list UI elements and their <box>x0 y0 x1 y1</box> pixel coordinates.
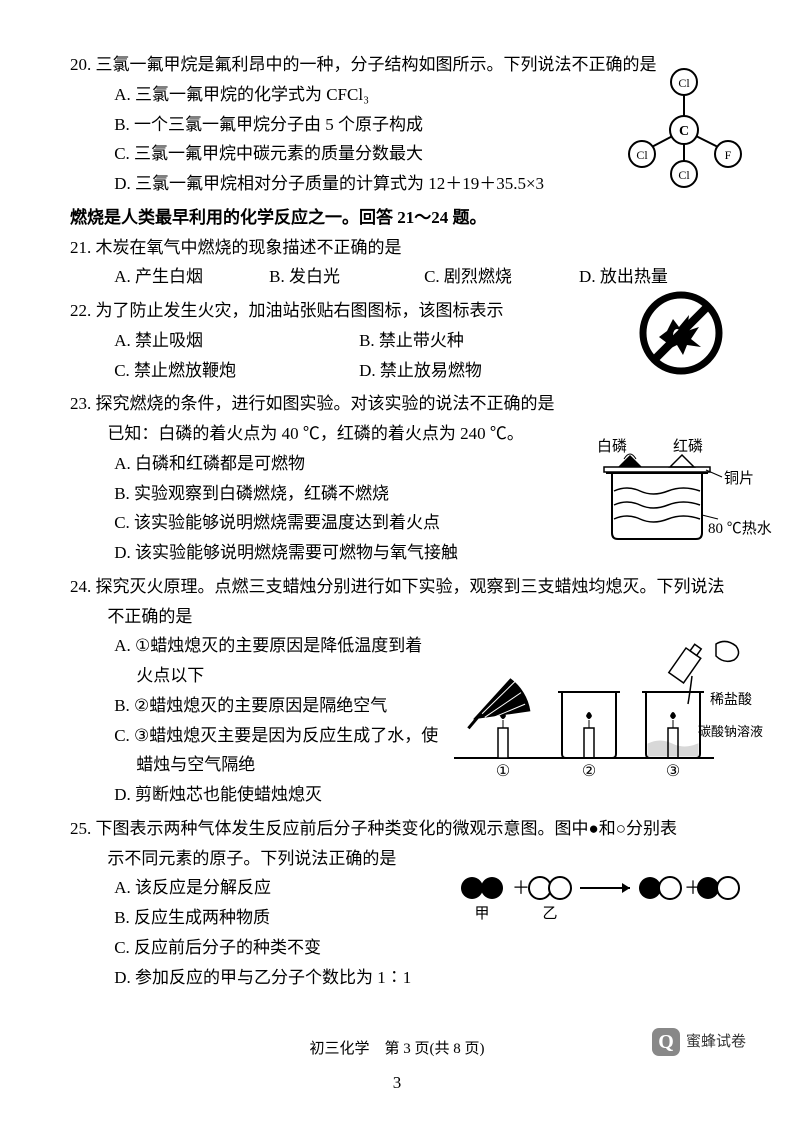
q20-molecule-figure: C Cl Cl Cl F <box>624 68 744 198</box>
q21-opt-d: D. 放出热量 <box>579 262 734 292</box>
q22-opt-b: B. 禁止带火种 <box>359 326 604 356</box>
atom-right: F <box>725 148 732 162</box>
exam-page: 20. 三氯一氟甲烷是氟利昂中的一种，分子结构如图所示。下列说法不正确的是 A.… <box>0 0 794 1124</box>
question-22: 22. 为了防止发生火灾，加油站张贴右图图标，该图标表示 A. 禁止吸烟 B. … <box>70 296 734 385</box>
question-25: 25. 下图表示两种气体发生反应前后分子种类变化的微观示意图。图中●和○分别表 … <box>70 814 734 993</box>
q24-label-soda: 碳酸钠溶液 <box>698 724 763 739</box>
q22-stem: 22. 为了防止发生火灾，加油站张贴右图图标，该图标表示 <box>70 296 734 326</box>
q21-opt-a: A. 产生白烟 <box>114 262 269 292</box>
question-21: 21. 木炭在氧气中燃烧的现象描述不正确的是 A. 产生白烟 B. 发白光 C.… <box>70 233 734 293</box>
q22-opt-a: A. 禁止吸烟 <box>114 326 359 356</box>
label-copper: 铜片 <box>724 470 754 487</box>
q22-no-fire-icon <box>638 290 724 386</box>
watermark-text: 蜜蜂试卷 <box>686 1029 746 1055</box>
label-temp: 80 ℃热水 <box>708 520 772 537</box>
watermark-icon: Q <box>652 1028 680 1056</box>
q22-opt-d: D. 禁止放易燃物 <box>359 356 604 386</box>
q25-opt-d: D. 参加反应的甲与乙分子个数比为 1∶1 <box>114 963 734 993</box>
q25-label-jia: 甲 <box>474 906 489 922</box>
label-red-p: 红磷 <box>673 438 703 455</box>
q24-label-acid: 稀盐酸 <box>710 692 752 708</box>
page-number: 3 <box>0 1068 794 1098</box>
label-white-p: 白磷 <box>597 438 627 455</box>
q23-stem: 23. 探究燃烧的条件，进行如图实验。对该实验的说法不正确的是 <box>70 389 734 419</box>
q21-opt-b: B. 发白光 <box>269 262 424 292</box>
question-23: 23. 探究燃烧的条件，进行如图实验。对该实验的说法不正确的是 已知：白磷的着火… <box>70 389 734 568</box>
q23-beaker-figure: 白磷 红磷 铜片 80 ℃热水 <box>582 437 752 557</box>
q25-label-yi: 乙 <box>542 906 557 922</box>
q24-stem: 24. 探究灭火原理。点燃三支蜡烛分别进行如下实验，观察到三支蜡烛均熄灭。下列说… <box>70 572 734 632</box>
svg-text:＋: ＋ <box>512 878 530 898</box>
q25-reaction-figure: ＋ ＋ 甲 乙 <box>454 870 734 940</box>
q21-stem: 21. 木炭在氧气中燃烧的现象描述不正确的是 <box>70 233 734 263</box>
atom-center: C <box>679 124 689 139</box>
watermark: Q 蜜蜂试卷 <box>652 1028 746 1056</box>
question-20: 20. 三氯一氟甲烷是氟利昂中的一种，分子结构如图所示。下列说法不正确的是 A.… <box>70 50 734 199</box>
q22-opt-c: C. 禁止燃放鞭炮 <box>114 356 359 386</box>
q24-label-3: ③ <box>666 763 680 780</box>
q24-candles-figure: ① ② <box>454 632 754 792</box>
question-24: 24. 探究灭火原理。点燃三支蜡烛分别进行如下实验，观察到三支蜡烛均熄灭。下列说… <box>70 572 734 810</box>
q24-label-1: ① <box>496 763 510 780</box>
atom-left: Cl <box>636 148 648 162</box>
q25-stem-1: 25. 下图表示两种气体发生反应前后分子种类变化的微观示意图。图中●和○分别表 <box>70 814 734 844</box>
q21-opt-c: C. 剧烈燃烧 <box>424 262 579 292</box>
q24-label-2: ② <box>582 763 596 780</box>
atom-top: Cl <box>678 76 690 90</box>
atom-bottom: Cl <box>678 168 690 182</box>
section-intro-21-24: 燃烧是人类最早利用的化学反应之一。回答 21～24 题。 <box>70 203 734 233</box>
